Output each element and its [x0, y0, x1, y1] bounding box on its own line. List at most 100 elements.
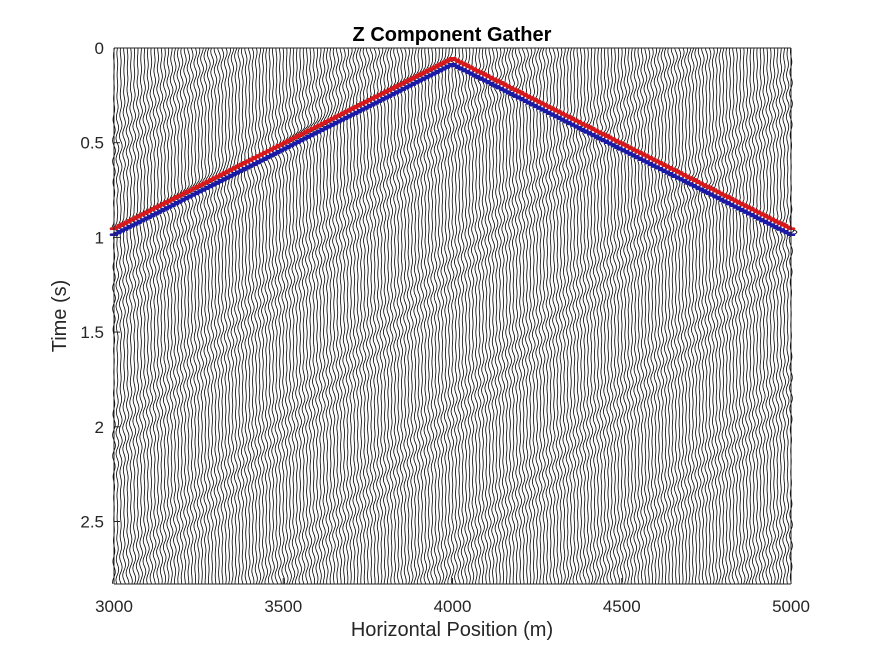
seismic-trace: [359, 47, 368, 584]
seismic-trace: [460, 47, 468, 584]
seismic-trace: [738, 47, 746, 584]
seismic-trace: [775, 47, 783, 584]
seismic-trace: [528, 47, 536, 584]
seismic-trace: [396, 47, 404, 584]
seismic-trace: [709, 47, 719, 584]
seismic-trace: [195, 47, 204, 584]
seismic-trace: [115, 47, 123, 584]
y-axis-label: Time (s): [49, 280, 71, 353]
seismic-trace: [419, 47, 428, 584]
y-tick-label: 2: [95, 418, 104, 437]
seismic-trace: [135, 47, 144, 584]
seismic-trace: [313, 47, 322, 584]
seismic-trace: [173, 47, 180, 584]
seismic-trace: [393, 47, 400, 584]
seismic-trace: [156, 47, 164, 584]
seismic-trace: [659, 47, 668, 584]
chart-title: Z Component Gather: [353, 24, 552, 46]
seismic-trace: [683, 47, 693, 584]
seismic-trace: [466, 47, 476, 584]
seismic-trace: [616, 47, 624, 584]
seismic-trace: [650, 47, 658, 584]
seismic-trace: [324, 47, 333, 584]
seismic-trace: [707, 47, 714, 584]
seismic-trace: [670, 47, 678, 584]
seismic-trace: [345, 47, 354, 584]
seismic-trace: [778, 48, 786, 584]
seismic-trace: [761, 48, 769, 584]
x-tick-label: 4500: [603, 597, 641, 616]
seismic-trace: [270, 47, 279, 584]
y-tick-label: 2.5: [80, 512, 104, 531]
seismic-trace: [260, 47, 269, 584]
seismic-trace: [122, 47, 130, 584]
seismic-trace: [132, 47, 141, 584]
seismic-trace: [277, 47, 285, 584]
seismic-trace: [680, 47, 690, 584]
seismic-trace: [667, 47, 675, 584]
seismic-trace: [755, 47, 763, 584]
seismic-trace: [406, 47, 414, 584]
seismic-trace: [233, 47, 243, 584]
seismic-trace: [450, 47, 459, 584]
seismic-trace: [146, 47, 154, 584]
seismic-trace: [125, 47, 134, 584]
seismic-trace: [338, 47, 347, 584]
seismic-trace: [352, 47, 361, 584]
seismic-trace: [764, 47, 773, 584]
seismic-trace: [169, 48, 177, 584]
seismic-trace: [571, 47, 580, 584]
seismic-trace: [703, 47, 712, 584]
seismic-trace: [179, 47, 187, 584]
seismic-trace: [727, 47, 735, 584]
seismic-trace: [267, 47, 276, 584]
seismic-trace: [781, 47, 790, 584]
y-tick-label: 1: [95, 228, 104, 247]
x-axis-ticks: 3000 3500 4000 4500 5000: [95, 578, 810, 616]
seismic-trace: [446, 47, 455, 584]
seismic-trace: [696, 47, 707, 584]
seismic-trace: [473, 48, 482, 584]
seismic-trace: [514, 47, 522, 584]
seismic-trace: [477, 47, 484, 584]
seismic-trace: [182, 47, 190, 584]
seismic-trace: [718, 47, 727, 584]
x-tick-label: 5000: [772, 597, 810, 616]
seismic-trace: [568, 47, 576, 584]
seismic-trace: [507, 47, 517, 584]
seismic-trace: [673, 47, 681, 584]
seismic-trace: [128, 47, 137, 584]
seismic-trace: [413, 47, 421, 584]
seismic-trace: [376, 47, 384, 584]
seismic-trace: [149, 47, 157, 584]
seismic-trace: [625, 47, 635, 584]
seismic-trace: [700, 47, 710, 584]
seismic-trace: [758, 47, 766, 584]
seismic-trace: [772, 47, 780, 584]
seismic-trace: [244, 47, 253, 584]
seismic-trace: [219, 47, 229, 584]
seismic-trace: [284, 47, 291, 584]
seismic-trace: [247, 47, 256, 584]
seismic-trace: [215, 47, 225, 584]
seismic-trace: [222, 47, 232, 584]
seismic-trace: [209, 47, 218, 584]
axes-box: [113, 47, 792, 585]
seismic-trace: [487, 47, 497, 584]
seismic-trace: [399, 47, 407, 584]
seismic-trace: [152, 47, 161, 584]
seismic-trace: [281, 47, 288, 584]
seismic-trace: [751, 47, 760, 584]
seismic-trace: [558, 47, 567, 584]
seismic-trace: [202, 47, 211, 584]
seismic-trace: [551, 47, 560, 584]
seismic-trace: [534, 47, 543, 584]
seismic-trace: [548, 47, 556, 584]
seismic-trace: [212, 47, 222, 584]
seismic-trace: [416, 47, 424, 584]
seismic-trace: [139, 48, 147, 584]
seismic-trace: [403, 47, 411, 584]
seismic-trace: [229, 47, 239, 584]
seismic-trace: [582, 47, 589, 584]
seismic-traces: [111, 47, 798, 584]
